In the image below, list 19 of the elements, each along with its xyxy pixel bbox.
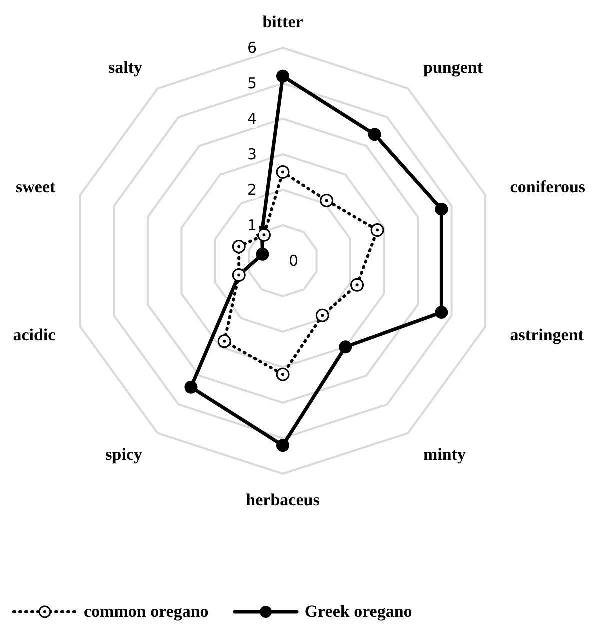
y-tick-label: 3 [247,146,257,164]
spoke-label: herbaceus [246,490,320,510]
y-tick-label: 5 [247,74,257,92]
y-tick-label: 1 [247,216,257,234]
spoke-label: minty [423,444,466,464]
spoke-label: pungent [423,58,484,78]
legend-label: common oregano [84,602,209,622]
y-tick-label: 0 [289,252,299,270]
legend-label: Greek oregano [304,602,412,622]
y-tick-label: 2 [247,181,257,199]
spoke-label: coniferous [510,178,586,197]
spoke-label: salty [108,58,144,78]
spoke-label: astringent [510,325,584,344]
spoke-label: sweet [16,178,56,197]
spoke-label: acidic [13,325,56,344]
spoke-label: bitter [262,12,304,32]
y-tick-label: 6 [247,39,257,57]
y-tick-label: 4 [247,110,257,128]
spoke-label: spicy [106,444,144,464]
